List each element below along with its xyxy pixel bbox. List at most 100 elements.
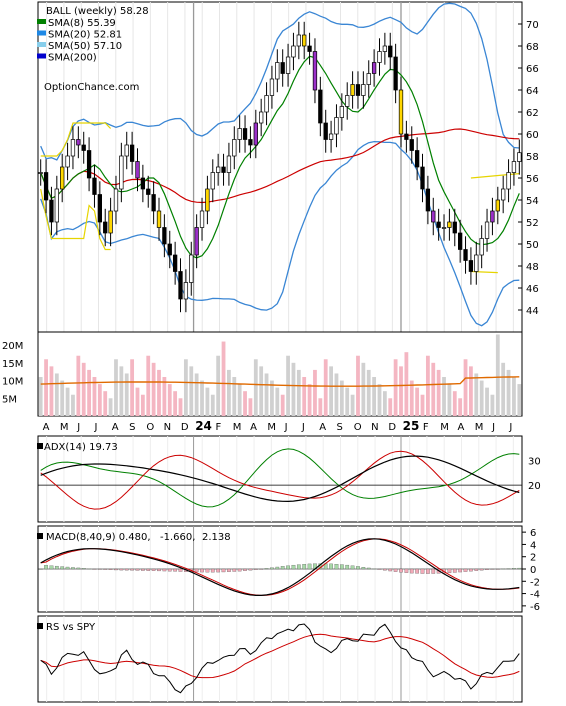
candle-body	[393, 56, 398, 91]
macd-line	[40, 538, 520, 596]
macd-histogram-bar	[264, 568, 269, 570]
candle-body	[458, 232, 463, 250]
rs-average-line	[40, 633, 520, 679]
volume-bar	[388, 398, 393, 416]
volume-bar	[243, 391, 247, 416]
volume-bar	[318, 398, 323, 416]
candle-body	[54, 188, 59, 223]
candle-body	[205, 188, 210, 212]
month-label: N	[164, 422, 171, 433]
month-label: F	[216, 422, 222, 433]
rs-panel-frame	[37, 615, 523, 703]
minus-di-line	[40, 450, 520, 510]
macd-histogram-bar	[162, 568, 167, 572]
volume-bar	[162, 377, 167, 416]
volume-bar	[302, 377, 307, 416]
volume-bar	[264, 373, 269, 416]
candle-body	[49, 199, 54, 223]
rs-legend: RS vs SPY	[46, 622, 96, 633]
volume-bar	[339, 380, 344, 416]
macd-histogram-bar	[119, 568, 124, 571]
macd-tick-label: -4	[530, 590, 540, 601]
macd-histogram-bar	[65, 566, 70, 570]
volume-bar	[431, 362, 436, 416]
candle-body	[70, 139, 76, 157]
price-tick-label: 44	[526, 306, 539, 317]
candle-body	[108, 210, 113, 234]
macd-histogram-bar	[92, 568, 97, 570]
candle-body	[345, 95, 350, 107]
candle-body	[60, 166, 65, 190]
macd-histogram-bar	[216, 568, 221, 573]
volume-bar	[436, 369, 441, 416]
legend-swatch	[37, 53, 46, 59]
macd-histogram-bar	[227, 568, 231, 572]
macd-histogram-bar	[243, 568, 247, 571]
volume-bar	[200, 380, 204, 416]
macd-histogram-bar	[38, 568, 43, 570]
macd-histogram-bar	[76, 567, 81, 570]
macd-histogram-bar	[383, 568, 387, 571]
candle-body	[156, 210, 162, 228]
volume-bar	[65, 387, 70, 416]
macd-histogram-bar	[253, 568, 258, 570]
volume-bar	[291, 362, 296, 416]
macd-histogram-bar	[237, 568, 242, 572]
macd-histogram-bar	[103, 568, 108, 570]
candle-body	[291, 45, 296, 58]
volume-bar	[44, 359, 48, 416]
macd-histogram-bar	[404, 568, 409, 573]
month-label: S	[337, 422, 343, 433]
candle-body	[511, 161, 517, 173]
macd-histogram-bar	[356, 566, 360, 570]
volume-bar	[323, 359, 328, 416]
macd-histogram-bar	[54, 565, 59, 570]
macd-histogram-bar	[302, 564, 307, 570]
candle-body	[420, 166, 425, 190]
macd-histogram-bar	[178, 568, 183, 572]
volume-bar	[151, 362, 156, 416]
month-label: O	[354, 422, 362, 433]
candle-body	[506, 172, 511, 190]
volume-bar	[372, 377, 377, 416]
volume-bar	[92, 377, 97, 416]
candle-body	[43, 172, 49, 201]
macd-histogram-bar	[431, 568, 436, 574]
candle-body	[221, 166, 226, 173]
candle-body	[135, 161, 140, 179]
month-label: A	[112, 422, 119, 433]
macd-histogram-bar	[399, 568, 403, 573]
month-label: M	[233, 422, 242, 433]
candle-body	[253, 122, 258, 146]
channel-high-early	[40, 122, 112, 157]
candle-body	[167, 243, 172, 256]
adx-line	[40, 455, 520, 503]
sma8-line	[40, 55, 520, 259]
bollinger-upper	[40, 2, 520, 161]
candle-body	[97, 194, 102, 223]
month-label: D	[181, 422, 189, 433]
volume-tick-label: 5M	[2, 394, 17, 405]
macd-histogram-bar	[393, 568, 398, 572]
price-tick-label: 48	[526, 262, 539, 273]
month-label: J	[94, 422, 98, 433]
volume-bar	[280, 394, 285, 416]
month-label: A	[43, 422, 50, 433]
macd-histogram-bar	[194, 568, 199, 573]
volume-bar	[313, 369, 317, 416]
adx-tick-label: 30	[528, 457, 541, 468]
macd-histogram-bar	[506, 568, 511, 570]
volume-tick-label: 10M	[2, 377, 23, 388]
month-label: M	[440, 422, 449, 433]
volume-bar	[232, 377, 237, 416]
month-label: M	[267, 422, 276, 433]
month-label: J	[284, 422, 288, 433]
volume-bar	[512, 377, 516, 416]
macd-histogram-bar	[280, 566, 285, 570]
candle-body	[216, 166, 221, 173]
candle-body	[162, 227, 167, 245]
volume-bar	[227, 369, 231, 416]
volume-bar	[49, 366, 54, 416]
